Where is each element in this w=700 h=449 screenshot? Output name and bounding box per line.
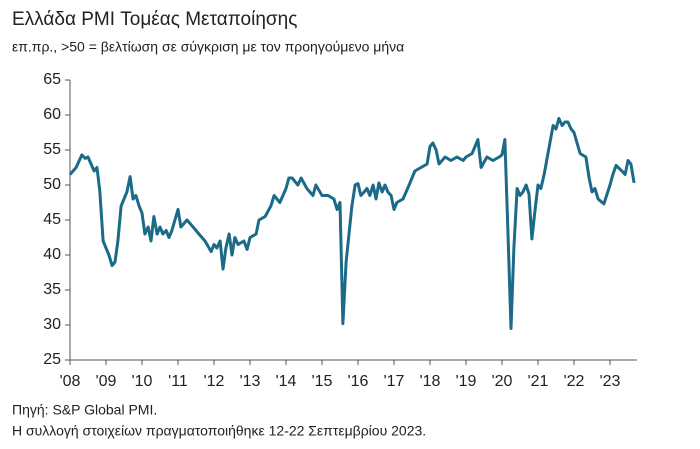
x-tick-label: '17 [384, 373, 405, 390]
y-tick-label: 25 [43, 351, 61, 368]
y-tick-label: 50 [43, 176, 61, 193]
y-tick-label: 30 [43, 316, 61, 333]
x-tick-label: '14 [276, 373, 297, 390]
series-line [68, 117, 636, 330]
collection-note: Η συλλογή στοιχείων πραγματοποιήθηκε 12-… [12, 423, 426, 439]
x-tick-label: '18 [420, 373, 441, 390]
y-tick-label: 65 [43, 71, 61, 88]
y-tick-label: 40 [43, 246, 61, 263]
x-tick-label: '09 [96, 373, 117, 390]
x-tick-label: '22 [564, 373, 585, 390]
chart-subtitle: επ.πρ., >50 = βελτίωση σε σύγκριση με το… [12, 39, 404, 55]
x-tick-label: '12 [204, 373, 225, 390]
x-tick-label: '10 [132, 373, 153, 390]
chart-title: Ελλάδα PMI Τομέας Μεταποίησης [12, 9, 297, 30]
y-tick-label: 60 [43, 106, 61, 123]
x-tick-label: '11 [168, 373, 188, 390]
y-tick-label: 55 [43, 141, 61, 158]
x-tick-label: '23 [600, 373, 621, 390]
x-tick-label: '15 [312, 373, 333, 390]
x-tick-label: '08 [60, 373, 81, 390]
x-tick-label: '16 [348, 373, 369, 390]
x-tick-label: '21 [528, 373, 549, 390]
y-tick-label: 45 [43, 211, 61, 228]
x-tick-label: '13 [240, 373, 261, 390]
y-tick-label: 35 [43, 281, 61, 298]
x-tick-label: '19 [456, 373, 477, 390]
source-note: Πηγή: S&P Global PMI. [12, 402, 157, 418]
x-tick-label: '20 [492, 373, 513, 390]
